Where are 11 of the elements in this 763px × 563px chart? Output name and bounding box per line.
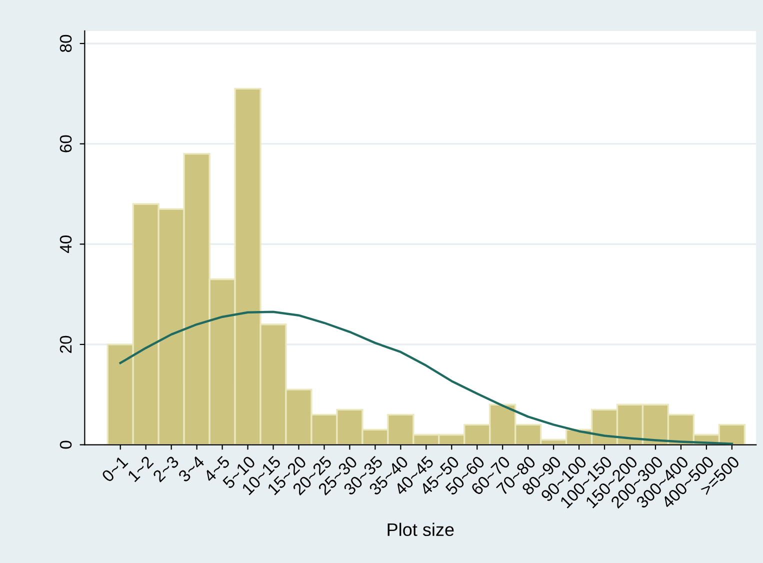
y-tick-label: 80 — [60, 34, 72, 52]
line-series — [119, 310, 734, 445]
x-tick-label: 0~1 — [101, 455, 128, 483]
y-tick-label: 60 — [60, 135, 72, 152]
y-tick-label: 20 — [60, 336, 72, 353]
x-tick-label: 1~2 — [127, 455, 154, 482]
y-tick-label: 0 — [60, 440, 72, 449]
y-tick-label: 40 — [60, 236, 72, 254]
x-tick-label: 2~3 — [152, 455, 180, 483]
x-tick-label: 3~4 — [178, 455, 206, 483]
x-axis-title: Plot size — [388, 522, 454, 536]
